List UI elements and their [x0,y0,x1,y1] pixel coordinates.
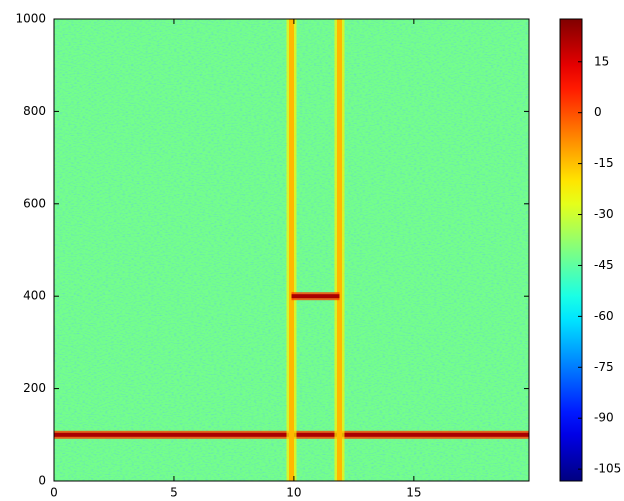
colorbar-tick-label: -105 [594,462,621,476]
colorbar-tick-label: -90 [594,411,614,425]
colorbar-tick-label: 0 [594,105,602,119]
x-tick-label: 5 [170,486,178,500]
colorbar [559,18,583,482]
y-tick-label: 400 [23,289,46,303]
colorbar-tick-label: 15 [594,54,609,68]
tone [289,19,294,481]
plot-area [54,19,529,481]
y-tick-label: 0 [38,474,46,488]
y-tick-label: 1000 [15,12,46,26]
colorbar-tick-label: -30 [594,207,614,221]
y-tick-label: 200 [23,381,46,395]
x-tick-label: 15 [406,486,421,500]
y-tick-label: 800 [23,104,46,118]
tone [336,19,342,481]
y-tick-label: 600 [23,196,46,210]
colorbar-tick-label: -45 [594,258,614,272]
x-tick-label: 10 [286,486,301,500]
colorbar-tick-label: -60 [594,309,614,323]
plot-frame [53,18,530,482]
colorbar-tick-label: -15 [594,156,614,170]
colorbar-tick-label: -75 [594,360,614,374]
x-tick-label: 0 [50,486,58,500]
tone [291,294,340,299]
